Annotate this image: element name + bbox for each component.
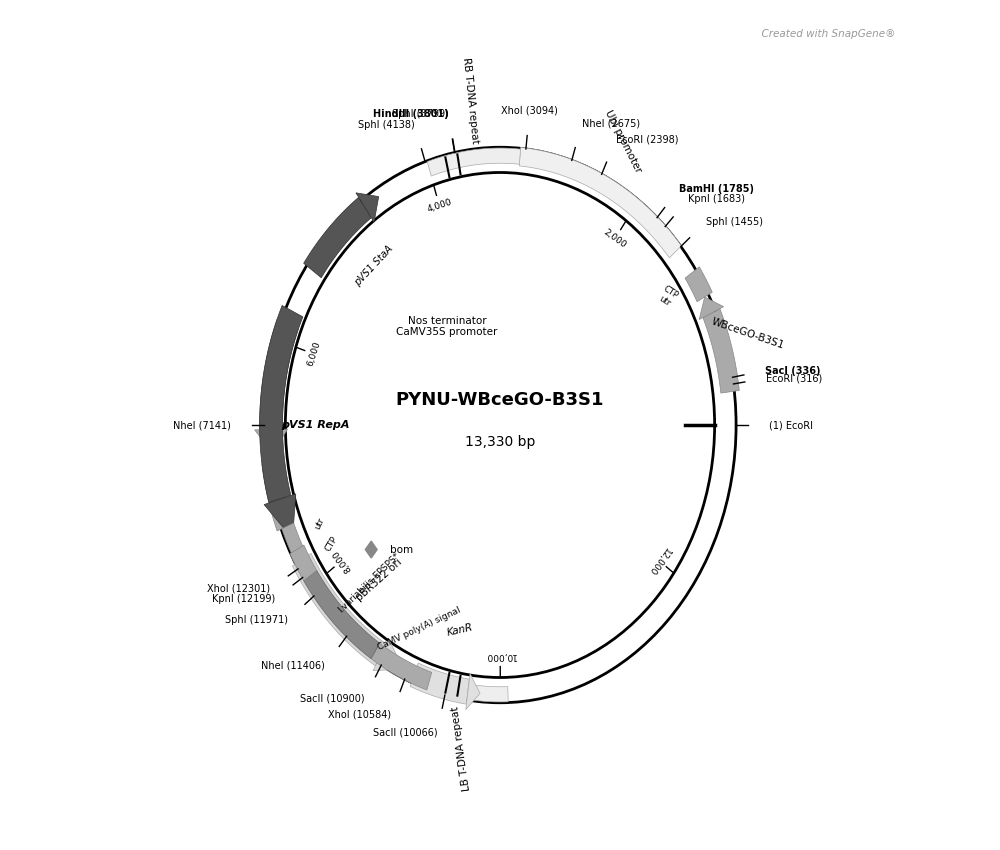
Polygon shape <box>292 553 386 666</box>
Polygon shape <box>427 148 521 176</box>
Polygon shape <box>260 319 298 429</box>
Text: NheI (2675): NheI (2675) <box>582 118 640 128</box>
Text: SacII (10066): SacII (10066) <box>373 728 437 738</box>
Polygon shape <box>427 674 508 702</box>
Polygon shape <box>264 494 296 539</box>
Text: XhoI (3094): XhoI (3094) <box>501 105 558 116</box>
Text: SphI (3799): SphI (3799) <box>392 110 449 119</box>
Text: 4,000: 4,000 <box>426 197 453 214</box>
Text: SphI (1455): SphI (1455) <box>706 217 763 227</box>
Text: 12,000: 12,000 <box>646 545 672 575</box>
Polygon shape <box>356 193 379 222</box>
Polygon shape <box>699 297 724 320</box>
Text: LB T-DNA repeat: LB T-DNA repeat <box>450 706 472 791</box>
Text: 10,000: 10,000 <box>484 651 516 660</box>
Text: CTP
utr: CTP utr <box>656 284 680 309</box>
Text: pBR322 ori: pBR322 ori <box>354 557 404 604</box>
Polygon shape <box>685 267 712 302</box>
Text: XhoI (10584): XhoI (10584) <box>328 710 391 720</box>
Text: SacII (10900): SacII (10900) <box>300 694 365 704</box>
Polygon shape <box>290 545 317 581</box>
Text: KpnI (12199): KpnI (12199) <box>212 594 275 604</box>
Text: KanR: KanR <box>446 622 474 638</box>
Text: Nos terminator
CaMV35S promoter: Nos terminator CaMV35S promoter <box>396 315 498 337</box>
Text: 8,000: 8,000 <box>330 547 353 574</box>
Text: (1) EcoRI: (1) EcoRI <box>769 420 813 430</box>
Text: EcoRI (316): EcoRI (316) <box>766 373 822 383</box>
Text: NheI (11406): NheI (11406) <box>261 660 325 671</box>
Polygon shape <box>304 197 371 278</box>
Polygon shape <box>260 305 303 502</box>
Text: WBceGO-B3S1: WBceGO-B3S1 <box>710 316 785 350</box>
Text: bom: bom <box>390 545 413 554</box>
Text: PYNU-WBceGO-B3S1: PYNU-WBceGO-B3S1 <box>396 391 604 409</box>
Polygon shape <box>262 462 293 531</box>
Polygon shape <box>466 674 480 710</box>
Text: SacI (336): SacI (336) <box>765 366 820 376</box>
Text: KpnI (1683): KpnI (1683) <box>688 194 745 204</box>
Polygon shape <box>371 643 432 690</box>
Text: SphI (11971): SphI (11971) <box>225 615 288 625</box>
Text: CaMV poly(A) signal: CaMV poly(A) signal <box>376 605 462 652</box>
Text: CTP: CTP <box>324 535 340 553</box>
Polygon shape <box>365 541 377 558</box>
Text: HindIII (3801): HindIII (3801) <box>373 110 448 120</box>
Polygon shape <box>282 523 303 552</box>
Text: pVS1 RepA: pVS1 RepA <box>281 420 350 430</box>
Text: NheI (7141): NheI (7141) <box>173 420 231 430</box>
Polygon shape <box>703 309 739 393</box>
Text: EcoRI (2398): EcoRI (2398) <box>616 134 678 145</box>
Text: Created with SnapGene®: Created with SnapGene® <box>755 30 896 39</box>
Text: 6,000: 6,000 <box>305 340 322 367</box>
Text: SphI (4138): SphI (4138) <box>358 120 415 130</box>
Text: Ubi promoter: Ubi promoter <box>603 109 643 174</box>
Polygon shape <box>519 147 681 258</box>
Polygon shape <box>304 570 380 659</box>
Text: RB T-DNA repeat: RB T-DNA repeat <box>461 57 480 144</box>
Text: BamHI (1785): BamHI (1785) <box>679 184 754 194</box>
Polygon shape <box>255 429 288 453</box>
Text: 13,330 bp: 13,330 bp <box>465 435 535 449</box>
Text: I.variabilis-EPSPS*: I.variabilis-EPSPS* <box>336 551 401 614</box>
Text: 2,000: 2,000 <box>602 227 628 250</box>
Polygon shape <box>410 663 469 704</box>
Text: utr: utr <box>313 517 326 531</box>
Text: pVS1 StaA: pVS1 StaA <box>353 244 395 288</box>
Polygon shape <box>373 639 403 671</box>
Text: XhoI (12301): XhoI (12301) <box>207 584 270 594</box>
